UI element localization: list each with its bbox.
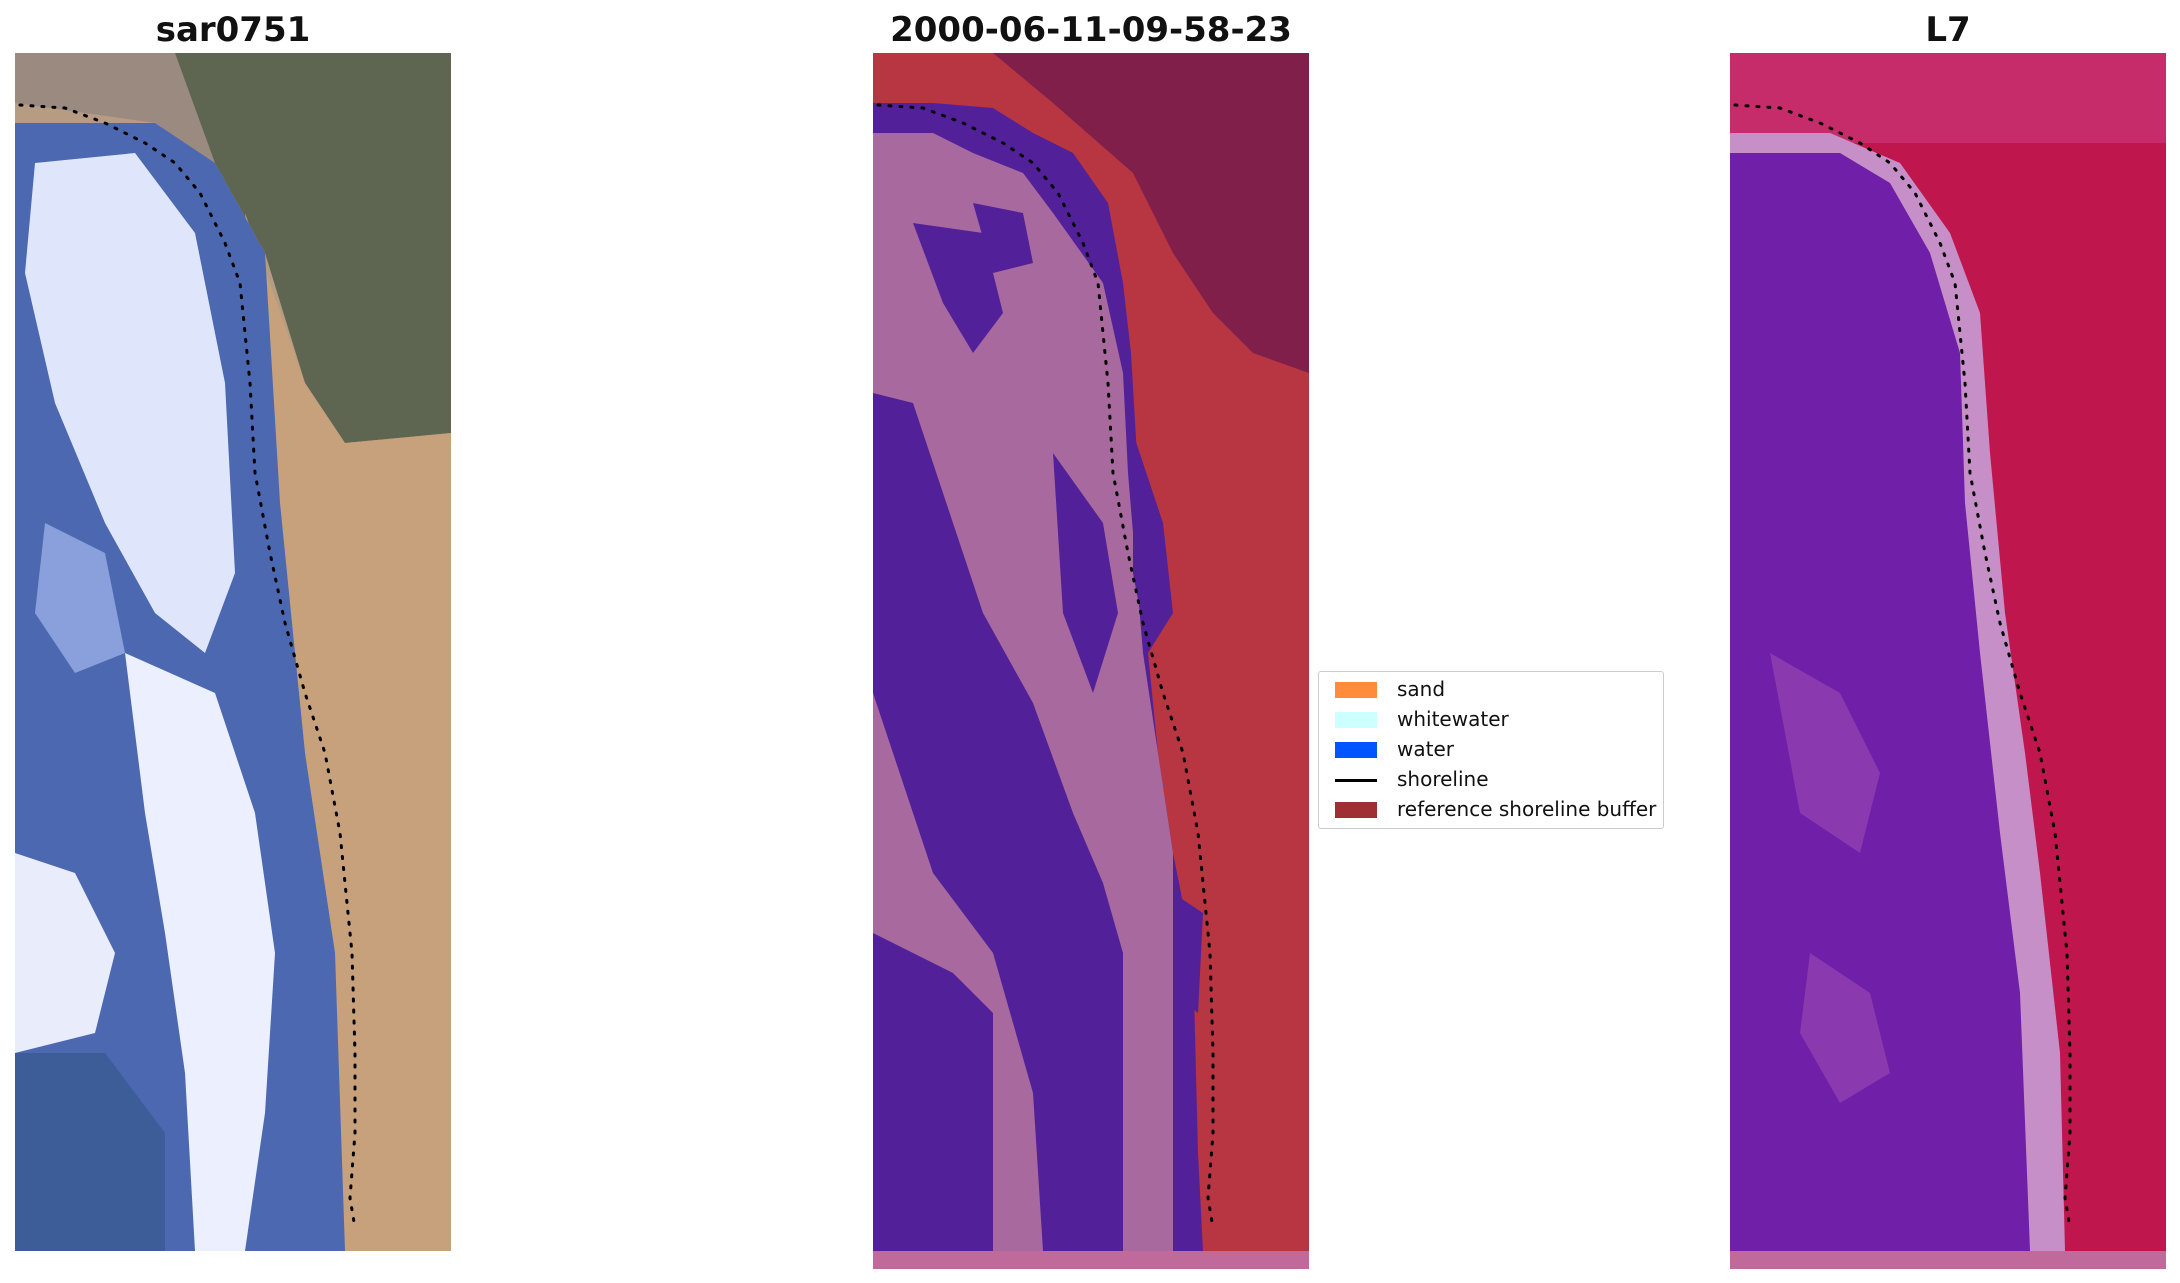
- legend-swatch-water: [1335, 742, 1377, 758]
- legend-label: reference shoreline buffer: [1397, 797, 1657, 821]
- legend-swatch-whitewater: [1335, 712, 1377, 728]
- legend-label: water: [1397, 737, 1454, 761]
- shoreline: [876, 103, 1215, 1230]
- shoreline: [1733, 103, 2072, 1230]
- legend-swatch-reference-buffer: [1335, 802, 1377, 818]
- legend-item-reference-buffer: reference shoreline buffer: [1329, 794, 1656, 824]
- legend: sand whitewater water shoreline referenc…: [1318, 671, 1664, 829]
- classified-image: [873, 53, 1309, 1269]
- legend-item-whitewater: whitewater: [1329, 704, 1649, 734]
- index-image: [1730, 53, 2166, 1269]
- legend-item-water: water: [1329, 734, 1649, 764]
- legend-label: whitewater: [1397, 707, 1509, 731]
- legend-swatch-sand: [1335, 682, 1377, 698]
- panel-title-right: L7: [1925, 10, 1971, 50]
- panel-title-left: sar0751: [155, 10, 311, 50]
- rgb-image: [15, 53, 451, 1251]
- panel-title-center: 2000-06-11-09-58-23: [890, 10, 1292, 50]
- legend-label: sand: [1397, 677, 1446, 701]
- legend-label: shoreline: [1397, 767, 1489, 791]
- shoreline: [18, 103, 357, 1230]
- legend-item-shoreline: shoreline: [1329, 764, 1649, 794]
- legend-item-sand: sand: [1329, 674, 1649, 704]
- legend-swatch-shoreline: [1335, 779, 1377, 782]
